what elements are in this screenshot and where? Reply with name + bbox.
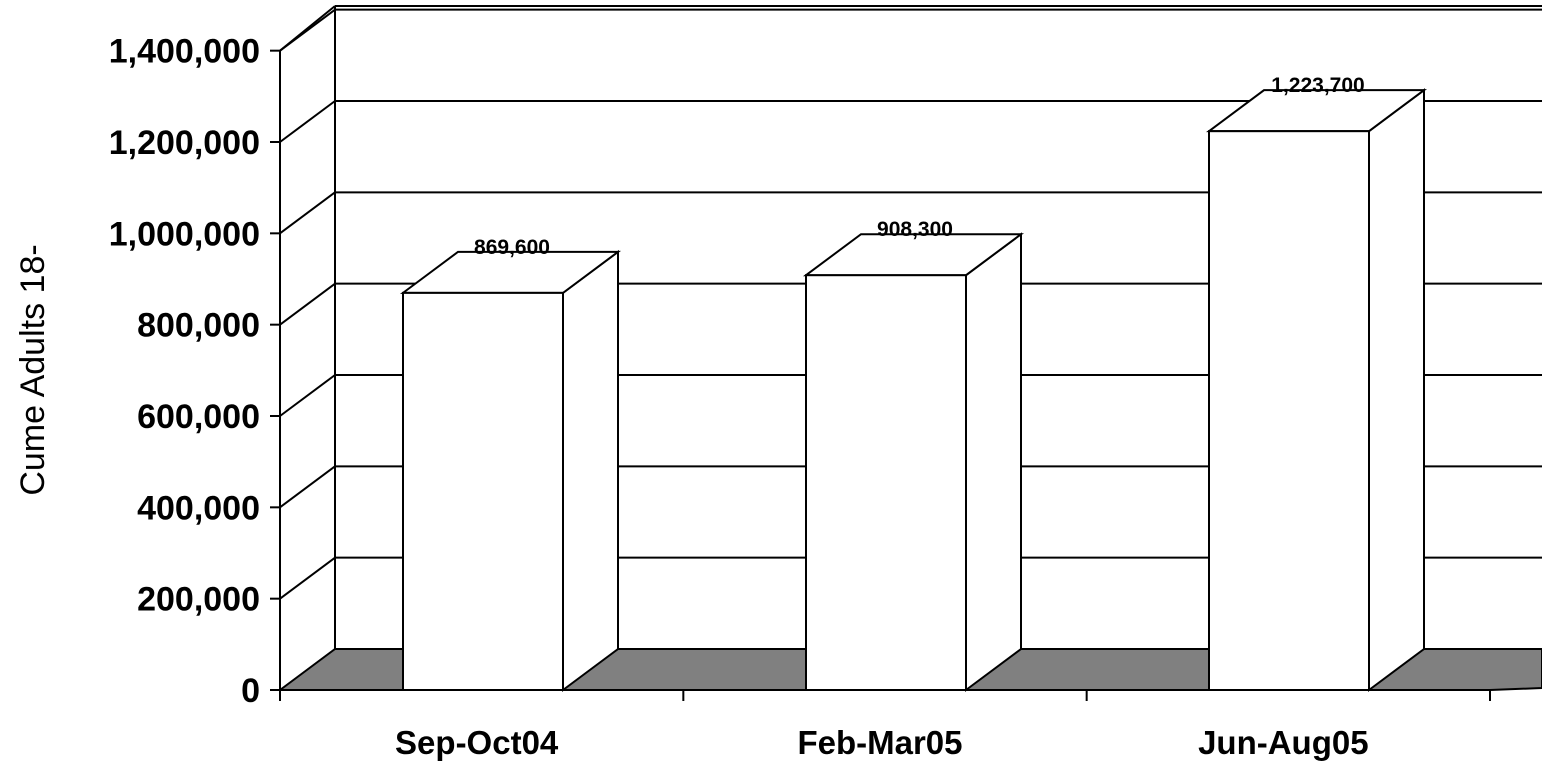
- chart-walls: [334, 5, 1542, 649]
- data-label: 908,300: [877, 218, 953, 241]
- bar-Jun-Aug05: [1205, 88, 1428, 692]
- bar-front: [805, 274, 967, 691]
- y-tick-label: 600,000: [137, 398, 260, 436]
- bar-Feb-Mar05: [802, 232, 1025, 692]
- x-tick-label: Feb-Mar05: [797, 724, 962, 761]
- data-label: 869,600: [474, 236, 550, 259]
- bar-front: [402, 291, 564, 691]
- gridline-side: [279, 191, 336, 235]
- gridline-side: [279, 556, 336, 600]
- x-axis-ticks: Sep-Oct04 Feb-Mar05 Jun-Aug05: [279, 690, 1491, 761]
- bar-Sep-Oct04: [399, 249, 622, 692]
- x-tick-label: Jun-Aug05: [1198, 724, 1369, 761]
- data-label: 1,223,700: [1271, 74, 1364, 97]
- y-tick-label: 800,000: [137, 307, 260, 345]
- bar-side: [965, 232, 1022, 692]
- gridline-side: [279, 465, 336, 509]
- gridline-side: [279, 100, 336, 143]
- bar-side: [562, 249, 619, 692]
- y-tick-label: 400,000: [137, 489, 260, 527]
- y-tick-label: 200,000: [137, 581, 260, 619]
- axes: [279, 5, 1490, 691]
- x-tick-label: Sep-Oct04: [395, 724, 559, 761]
- y-tick-label: 1,400,000: [109, 33, 260, 71]
- bar-front: [1208, 130, 1370, 691]
- side-wall-top: [279, 5, 336, 52]
- gridline-side: [279, 374, 336, 417]
- bar-side: [1368, 88, 1425, 692]
- y-axis-label: Cume Adults 18-: [14, 244, 52, 495]
- y-tick-label: 1,200,000: [109, 124, 260, 162]
- data-labels: 869,600 908,300 1,223,700: [474, 74, 1365, 259]
- y-axis-ticks: 0 200,000 400,000 600,000 800,000 1,000,000 1,…: [109, 33, 280, 710]
- gridline-side: [279, 282, 336, 326]
- y-tick-label: 1,000,000: [109, 215, 260, 253]
- bars: [399, 88, 1428, 692]
- y-tick-label: 0: [241, 672, 260, 710]
